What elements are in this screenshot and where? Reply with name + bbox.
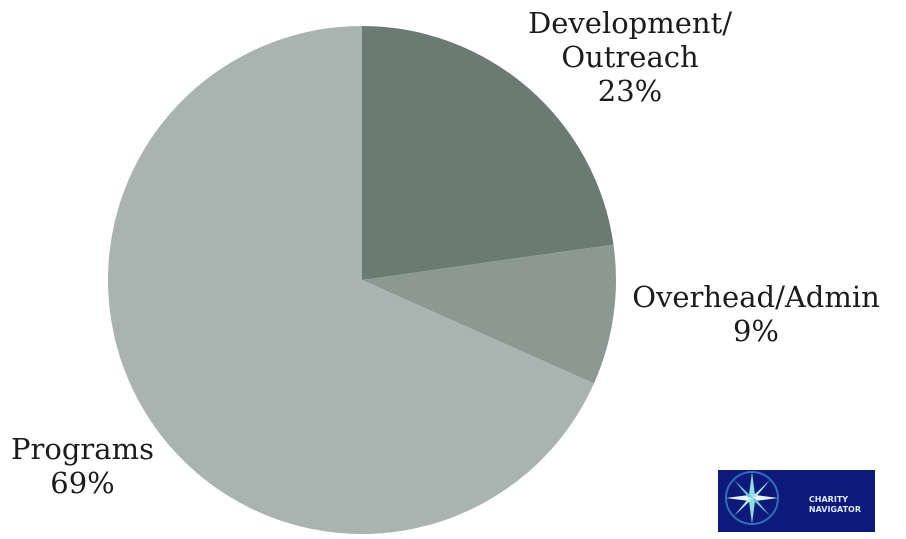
charity-navigator-logo: CHARITY NAVIGATOR (718, 470, 875, 532)
compass-star-icon (725, 471, 779, 525)
slice-label-overhead-admin: Overhead/Admin 9% (618, 280, 894, 348)
slice-label-programs: Programs 69% (0, 432, 165, 500)
slice-label-text-line-1: Overhead/Admin (632, 280, 880, 314)
pie-slice-development-outreach (362, 26, 614, 280)
slice-value-text: 23% (597, 74, 663, 108)
slice-label-text-line-1: Programs (11, 432, 154, 466)
logo-text: CHARITY NAVIGATOR (809, 495, 861, 515)
slice-label-text-line-2: Outreach (561, 40, 699, 74)
pie-slice-programs (107, 25, 594, 534)
slice-value-text: 9% (732, 314, 779, 348)
logo-text-line-1: CHARITY (808, 495, 849, 504)
pie-slice-overhead-admin (362, 244, 616, 384)
logo-text-line-2: NAVIGATOR (808, 505, 861, 514)
slice-label-development-outreach: Development/ Outreach 23% (505, 6, 755, 108)
slice-value-text: 69% (50, 466, 115, 500)
slice-label-text-line-1: Development/ (527, 6, 733, 40)
